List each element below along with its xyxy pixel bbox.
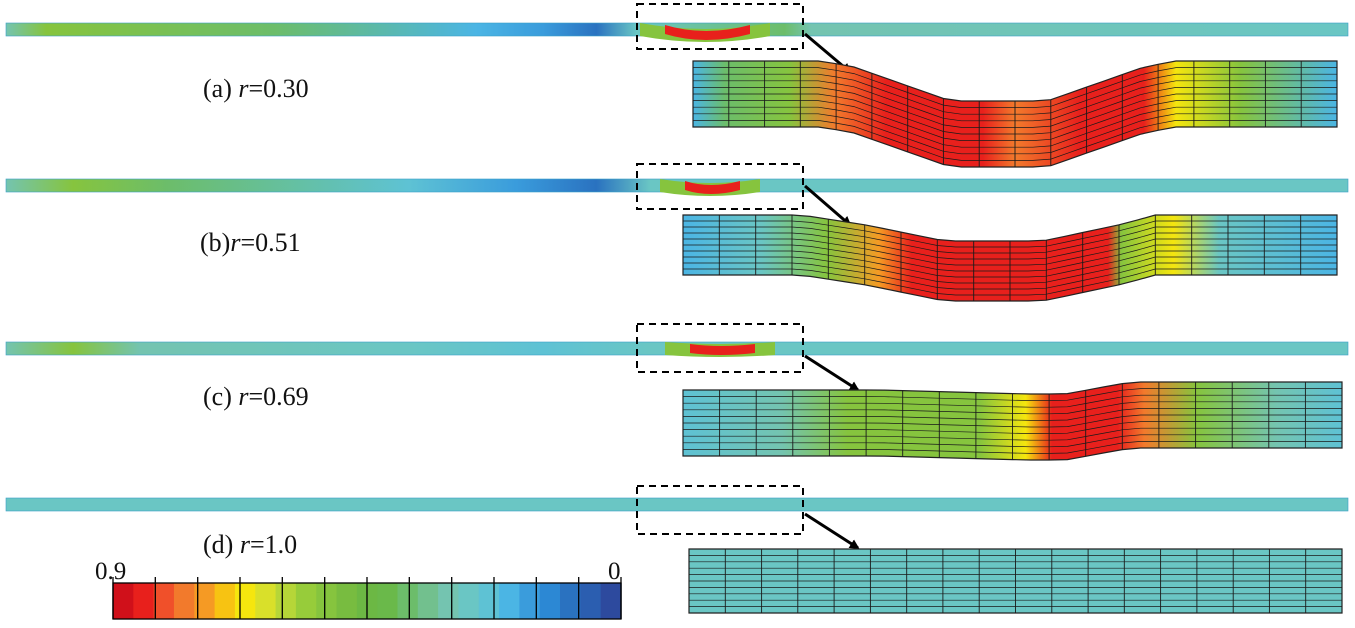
colorbar-swatch: [255, 583, 277, 619]
hotspot-core-b: [685, 181, 740, 194]
hotspot-core-a: [665, 25, 750, 40]
panel-label-c: (c) r=0.69: [203, 382, 309, 412]
panel-b: [5, 163, 1349, 302]
colorbar-swatch: [133, 583, 155, 619]
panel-label-b-value: =0.51: [240, 228, 301, 257]
colorbar-swatch: [499, 583, 520, 619]
panel-label-c-prefix: (c): [203, 382, 239, 411]
colorbar-swatch: [316, 583, 338, 619]
colorbar-min-label: 0: [608, 558, 621, 585]
colorbar-swatch: [113, 583, 134, 619]
panel-label-d-prefix: (d): [203, 530, 240, 559]
colorbar-swatch: [173, 583, 195, 619]
colorbar-swatch: [438, 583, 460, 619]
colorbar-swatch: [214, 583, 236, 619]
colorbar-swatch: [560, 583, 581, 619]
colorbar-swatch: [336, 583, 358, 619]
panel-a: [5, 3, 1349, 168]
colorbar-swatch: [234, 583, 256, 619]
colorbar-swatch: [580, 583, 602, 619]
panel-label-d-value: =1.0: [249, 530, 298, 559]
zoom-arrow-b: [804, 184, 852, 227]
zoom-arrow-c: [804, 354, 860, 392]
specimen-strip-d: [5, 497, 1349, 512]
panel-label-c-value: =0.69: [248, 382, 309, 411]
colorbar-swatch: [478, 583, 500, 619]
colorbar-swatch: [153, 583, 175, 619]
colorbar-swatch: [275, 583, 297, 619]
colorbar-swatch: [539, 583, 561, 619]
colorbar-max-label: 0.9: [95, 558, 127, 585]
colorbar-swatch: [600, 583, 622, 619]
zoom-box-a: [636, 3, 804, 50]
colorbar-swatch: [194, 583, 216, 619]
zoomed-mesh-d: [688, 548, 1343, 614]
colorbar: [112, 577, 622, 620]
panel-d: [5, 485, 1349, 614]
panel-label-a: (a) r=0.30: [203, 74, 309, 104]
hotspot-core-c: [690, 344, 755, 355]
colorbar-swatch: [417, 583, 439, 619]
panel-c: [5, 323, 1349, 461]
zoomed-mesh-b: [682, 214, 1338, 302]
colorbar-swatch: [519, 583, 541, 619]
panel-label-b-var: r: [230, 228, 241, 257]
colorbar-swatch: [377, 583, 399, 619]
zoom-box-b: [636, 163, 804, 210]
zoom-arrow-d: [804, 512, 860, 550]
zoomed-mesh-c: [682, 381, 1343, 461]
panel-label-a-value: =0.30: [248, 74, 309, 103]
colorbar-frame: [112, 582, 622, 620]
panel-label-b: (b)r=0.51: [200, 228, 301, 258]
panel-label-a-prefix: (a): [203, 74, 239, 103]
colorbar-swatch: [295, 583, 317, 619]
panel-label-d-var: r: [239, 530, 250, 559]
panel-label-c-var: r: [238, 382, 249, 411]
panel-label-b-prefix: (b): [200, 228, 231, 257]
colorbar-swatch: [458, 583, 480, 619]
colorbar-swatch: [397, 583, 419, 619]
panel-label-d: (d) r=1.0: [203, 530, 297, 560]
zoomed-mesh-a: [692, 60, 1338, 168]
panel-label-a-var: r: [238, 74, 249, 103]
